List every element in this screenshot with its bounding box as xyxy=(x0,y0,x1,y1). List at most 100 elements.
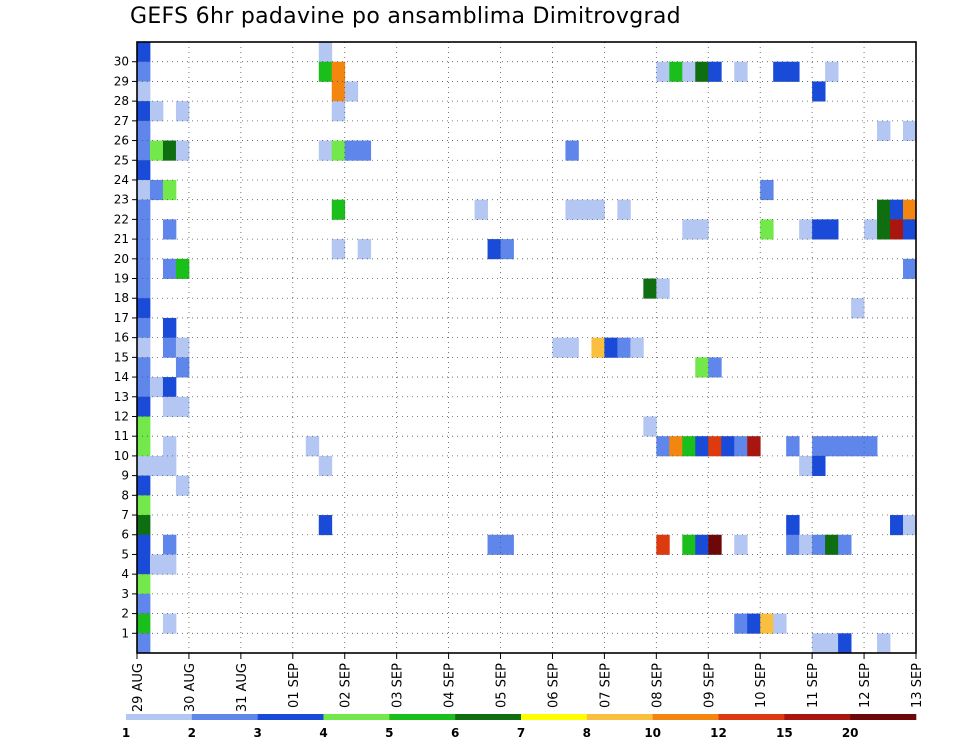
y-tick-label: 16 xyxy=(114,331,129,345)
heatmap-cell xyxy=(812,455,826,477)
colorbar-label: 10 xyxy=(644,726,661,740)
heatmap-cell xyxy=(760,219,774,240)
heatmap-cell xyxy=(162,455,177,477)
colorbar-swatch xyxy=(191,714,258,720)
heatmap-cell xyxy=(318,140,333,161)
heatmap-cell xyxy=(137,436,151,457)
x-tick-label: 12 SEP xyxy=(858,663,873,708)
heatmap-cell xyxy=(734,613,748,634)
colorbar-swatch xyxy=(126,714,193,720)
heatmap-cell xyxy=(656,534,670,555)
y-tick-label: 23 xyxy=(114,193,129,207)
heatmap-cell xyxy=(786,515,800,536)
x-tick-label: 07 SEP xyxy=(598,663,613,708)
heatmap-cell xyxy=(682,219,696,240)
heatmap-cell xyxy=(137,495,151,516)
x-tick-label: 10 SEP xyxy=(754,663,769,708)
x-tick-label: 11 SEP xyxy=(806,663,821,708)
colorbar-label: 5 xyxy=(385,726,393,740)
heatmap-cell xyxy=(903,515,917,536)
heatmap-cell xyxy=(877,199,891,220)
y-tick-label: 14 xyxy=(114,370,129,384)
colorbar-swatch xyxy=(850,714,917,720)
x-tick-label: 31 AUG xyxy=(235,663,250,712)
heatmap-cell xyxy=(474,199,488,220)
heatmap-cell xyxy=(137,613,151,634)
colorbar-label: 20 xyxy=(842,726,859,740)
heatmap-cell xyxy=(137,396,151,417)
heatmap-cell xyxy=(903,258,917,279)
heatmap-cell xyxy=(487,239,501,260)
heatmap-cell xyxy=(812,81,826,102)
heatmap-cell xyxy=(890,515,904,536)
heatmap-cell xyxy=(149,179,164,201)
heatmap-cell xyxy=(137,475,151,496)
heatmap-cell xyxy=(825,633,839,654)
colorbar-label: 4 xyxy=(319,726,327,740)
heatmap-cell xyxy=(604,337,618,358)
heatmap-cell xyxy=(825,61,839,82)
y-tick-label: 20 xyxy=(114,252,129,266)
heatmap-cell xyxy=(344,81,359,102)
heatmap-cell xyxy=(149,377,164,398)
colorbar-label: 15 xyxy=(776,726,793,740)
y-tick-label: 27 xyxy=(114,114,129,128)
heatmap-cell xyxy=(137,515,151,536)
y-tick-label: 7 xyxy=(121,508,129,522)
y-tick-label: 12 xyxy=(114,409,129,423)
heatmap-cell xyxy=(137,160,151,181)
y-tick-label: 19 xyxy=(114,272,129,286)
x-tick-label: 13 SEP xyxy=(910,663,925,708)
heatmap-cell xyxy=(162,219,177,240)
heatmap-cell xyxy=(137,239,151,260)
heatmap-cell xyxy=(149,554,164,575)
heatmap-cell xyxy=(331,61,346,82)
colorbar-swatch xyxy=(323,714,390,720)
heatmap-cell xyxy=(137,278,151,299)
colorbar-label: 12 xyxy=(710,726,727,740)
x-tick-label: 29 AUG xyxy=(131,663,146,712)
y-tick-label: 13 xyxy=(114,390,129,404)
heatmap-cell xyxy=(903,120,917,141)
heatmap-cells xyxy=(137,42,917,654)
y-axis-ticks: 1234567891011121314151617181920212223242… xyxy=(114,55,137,640)
y-tick-label: 2 xyxy=(121,607,129,621)
heatmap-cell xyxy=(708,534,722,555)
heatmap-cell xyxy=(162,534,177,555)
y-tick-label: 1 xyxy=(121,626,129,640)
heatmap-cell xyxy=(175,475,190,496)
heatmap-cell xyxy=(786,436,800,457)
heatmap-cell xyxy=(137,416,151,437)
heatmap-cell xyxy=(318,515,333,536)
heatmap-cell xyxy=(552,337,566,358)
heatmap-cell xyxy=(149,455,164,477)
heatmap-cell xyxy=(864,436,878,457)
heatmap-cell xyxy=(565,337,579,358)
heatmap-cell xyxy=(799,219,813,240)
heatmap-cell xyxy=(591,337,605,358)
heatmap-cell xyxy=(747,613,761,634)
y-tick-label: 15 xyxy=(114,350,129,364)
heatmap-cell xyxy=(617,337,631,358)
heatmap-cell xyxy=(695,436,709,457)
y-tick-label: 30 xyxy=(114,55,129,69)
heatmap-cell xyxy=(565,140,579,161)
y-tick-label: 17 xyxy=(114,311,129,325)
heatmap-cell xyxy=(162,258,177,279)
heatmap-cell xyxy=(137,633,151,654)
heatmap-cell xyxy=(162,554,177,575)
x-axis-ticks: 29 AUG 30 AUG 31 AUG 01 SEP 02 SEP 03 SEP 04 S… xyxy=(131,653,925,712)
heatmap-cell xyxy=(137,554,151,575)
heatmap-cell xyxy=(643,278,657,299)
heatmap-cell xyxy=(695,61,709,82)
y-tick-label: 6 xyxy=(121,528,129,542)
heatmap-cell xyxy=(799,455,813,477)
heatmap-cell xyxy=(137,61,151,82)
heatmap-cell xyxy=(331,140,346,161)
grid-lines xyxy=(137,42,916,653)
heatmap-cell xyxy=(903,199,917,220)
heatmap-cell xyxy=(137,337,151,358)
heatmap-cell xyxy=(734,436,748,457)
heatmap-cell xyxy=(591,199,605,220)
